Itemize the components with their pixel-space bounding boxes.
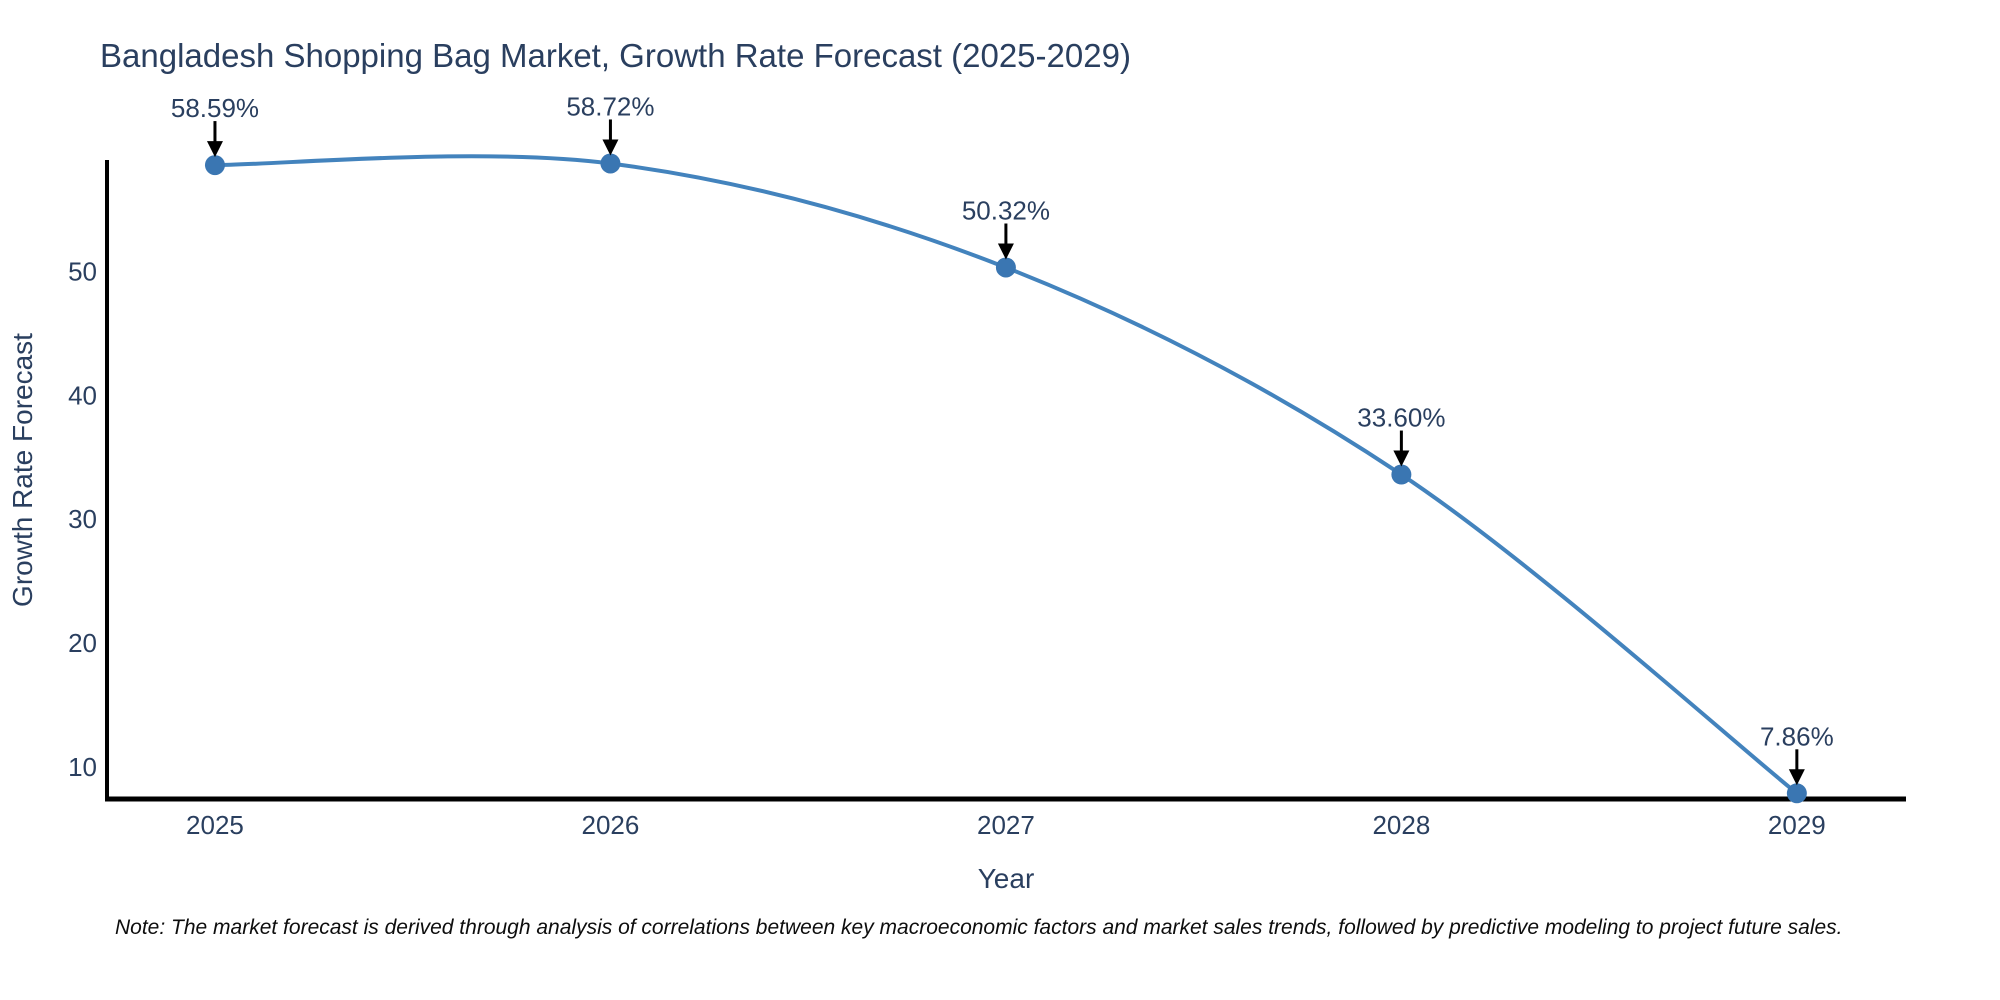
annotation-arrow-head xyxy=(206,141,223,158)
x-tick-label: 2028 xyxy=(1372,810,1430,840)
data-point-label: 58.72% xyxy=(566,91,654,121)
annotation-arrow-head xyxy=(997,243,1014,260)
x-axis-title: Year xyxy=(978,863,1035,894)
data-point-marker[interactable] xyxy=(995,257,1016,278)
y-axis-title: Growth Rate Forecast xyxy=(7,333,38,607)
annotation-arrow-head xyxy=(602,139,619,156)
x-tick-label: 2025 xyxy=(186,810,244,840)
data-point-label: 7.86% xyxy=(1760,721,1834,751)
series-line xyxy=(212,154,1799,796)
y-tick-label: 50 xyxy=(68,256,97,286)
y-tick-label: 10 xyxy=(68,752,97,782)
chart-title: Bangladesh Shopping Bag Market, Growth R… xyxy=(100,37,1131,74)
data-point-marker[interactable] xyxy=(600,153,621,174)
y-tick-label: 30 xyxy=(68,504,97,534)
data-point-marker[interactable] xyxy=(204,155,225,176)
y-tick-label: 40 xyxy=(68,380,97,410)
data-point-marker[interactable] xyxy=(1786,783,1807,804)
annotation-arrow-head xyxy=(1393,450,1410,467)
data-point-label: 50.32% xyxy=(962,195,1050,225)
x-tick-label: 2029 xyxy=(1768,810,1826,840)
footnote: Note: The market forecast is derived thr… xyxy=(115,916,1843,939)
y-tick-label: 20 xyxy=(68,628,97,658)
x-tick-label: 2026 xyxy=(582,810,640,840)
plot-area: 10 20 30 40 50 2025 2026 2027 2028 2029 58.59% 58.7… xyxy=(68,91,1906,840)
data-point-label: 33.60% xyxy=(1357,403,1445,433)
x-tick-label: 2027 xyxy=(977,810,1035,840)
annotation-arrow-head xyxy=(1788,769,1805,786)
data-point-marker[interactable] xyxy=(1391,464,1412,485)
data-point-label: 58.59% xyxy=(171,93,259,123)
